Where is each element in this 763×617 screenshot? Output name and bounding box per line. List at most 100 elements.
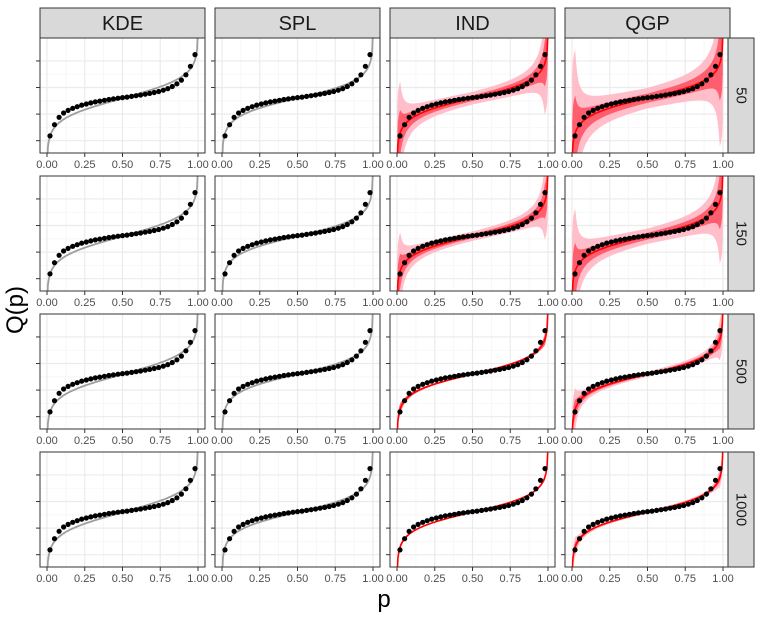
data-point bbox=[308, 231, 314, 237]
data-point bbox=[644, 233, 651, 239]
x-tick-label: 0.50 bbox=[462, 435, 483, 447]
data-point bbox=[313, 506, 319, 512]
data-point bbox=[254, 240, 260, 246]
data-point bbox=[285, 234, 291, 240]
data-point bbox=[474, 370, 480, 376]
data-point bbox=[501, 89, 507, 96]
x-tick-label: 0.50 bbox=[462, 159, 483, 171]
panel-spl-150: 0.00 0.25 0.50 0.75 1.00 bbox=[211, 175, 384, 309]
data-point bbox=[79, 102, 85, 108]
data-point bbox=[708, 486, 714, 492]
data-point bbox=[97, 98, 103, 104]
data-point bbox=[340, 86, 346, 92]
data-point bbox=[626, 511, 633, 517]
data-point bbox=[402, 398, 408, 404]
data-point bbox=[617, 513, 623, 519]
data-point bbox=[299, 94, 305, 100]
data-point bbox=[88, 100, 94, 106]
data-point bbox=[83, 239, 89, 245]
x-tick-label: 0.25 bbox=[599, 297, 620, 309]
data-point bbox=[415, 521, 421, 528]
x-tick-label: 0.00 bbox=[36, 159, 57, 171]
data-point bbox=[460, 96, 466, 102]
data-point bbox=[613, 238, 619, 244]
panel-ind-150: 0.00 0.25 0.50 0.75 1.00 bbox=[386, 175, 559, 309]
x-tick-label: 0.25 bbox=[249, 159, 270, 171]
data-point bbox=[254, 102, 260, 108]
data-point bbox=[667, 91, 673, 97]
x-tick-label: 1.00 bbox=[187, 435, 208, 447]
data-point bbox=[676, 503, 682, 510]
data-point bbox=[519, 83, 525, 90]
data-point bbox=[586, 110, 592, 116]
data-point bbox=[290, 233, 296, 239]
x-tick-label: 0.75 bbox=[500, 297, 521, 309]
data-point bbox=[160, 225, 166, 231]
column-strip-label: IND bbox=[455, 13, 489, 35]
data-point bbox=[138, 368, 144, 374]
data-point bbox=[640, 95, 646, 101]
data-point bbox=[474, 94, 480, 100]
x-tick-label: 0.25 bbox=[249, 573, 270, 585]
data-point bbox=[276, 235, 282, 241]
data-point bbox=[676, 227, 682, 234]
data-point bbox=[626, 235, 633, 241]
panel-grid bbox=[215, 452, 380, 567]
data-point bbox=[497, 366, 503, 372]
data-point bbox=[712, 339, 719, 345]
x-tick-label: 0.25 bbox=[249, 297, 270, 309]
data-point bbox=[581, 114, 587, 120]
x-tick-label: 0.50 bbox=[287, 435, 308, 447]
x-tick-label: 0.75 bbox=[675, 573, 696, 585]
data-point bbox=[267, 375, 273, 381]
data-point bbox=[106, 96, 112, 103]
data-point bbox=[183, 210, 189, 216]
data-point bbox=[79, 240, 85, 246]
data-point bbox=[469, 371, 476, 377]
data-point bbox=[61, 386, 67, 392]
data-point bbox=[227, 398, 233, 404]
data-point bbox=[119, 509, 126, 515]
strip-background bbox=[727, 175, 755, 292]
x-tick-label: 0.00 bbox=[36, 573, 57, 585]
data-point bbox=[61, 110, 67, 116]
data-point bbox=[699, 495, 705, 501]
row-strip-150: 150 bbox=[727, 175, 755, 292]
strip-background bbox=[39, 7, 206, 39]
data-point bbox=[658, 93, 664, 99]
data-point bbox=[70, 243, 76, 249]
data-point bbox=[663, 230, 669, 236]
data-point bbox=[690, 362, 696, 368]
data-point bbox=[276, 97, 282, 103]
x-tick-label: 0.75 bbox=[675, 435, 696, 447]
data-point bbox=[672, 90, 678, 96]
data-point bbox=[61, 248, 67, 254]
data-point bbox=[317, 505, 323, 511]
x-tick-label: 0.50 bbox=[637, 435, 658, 447]
data-point bbox=[694, 359, 700, 366]
panel-ind-500: 0.00 0.25 0.50 0.75 1.00 bbox=[386, 313, 559, 447]
data-point bbox=[451, 511, 457, 517]
data-point bbox=[331, 502, 337, 509]
data-point bbox=[187, 477, 193, 483]
x-tick-label: 0.25 bbox=[74, 435, 95, 447]
panel-grid bbox=[215, 314, 380, 429]
x-tick-label: 0.00 bbox=[211, 435, 232, 447]
data-point bbox=[429, 102, 435, 108]
data-point bbox=[174, 219, 180, 225]
row-strip-label: 500 bbox=[733, 359, 750, 384]
data-point bbox=[663, 368, 669, 374]
data-point bbox=[326, 89, 332, 96]
data-point bbox=[240, 383, 246, 389]
x-tick-label: 0.00 bbox=[561, 297, 582, 309]
data-point bbox=[604, 240, 610, 246]
data-point bbox=[308, 93, 314, 99]
x-tick-label: 1.00 bbox=[187, 159, 208, 171]
data-point bbox=[542, 190, 548, 196]
data-point bbox=[236, 110, 242, 116]
data-point bbox=[447, 236, 453, 242]
data-point bbox=[362, 201, 368, 207]
data-point bbox=[703, 77, 710, 83]
data-point bbox=[465, 509, 471, 515]
data-point bbox=[635, 510, 642, 516]
